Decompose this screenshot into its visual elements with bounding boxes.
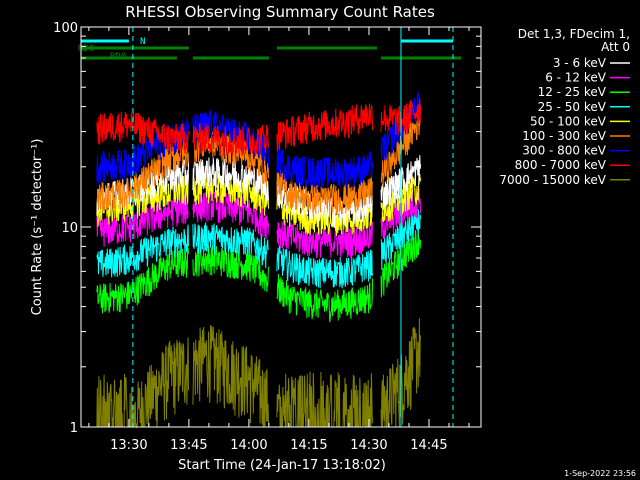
legend-label: 7000 - 15000 keV [499, 173, 606, 187]
legend-label: 800 - 7000 keV [515, 158, 607, 172]
flag-bars: N RD0 RD0 [78, 37, 461, 62]
time-markers [132, 27, 454, 427]
legend-label: 3 - 6 keV [553, 56, 607, 70]
y-axis-label: Count Rate (s⁻¹ detector⁻¹) [30, 139, 45, 316]
flag-label: N [140, 37, 145, 47]
y-tick-label: 10 [61, 221, 78, 236]
x-tick-label: 14:00 [230, 438, 267, 453]
legend-label: 100 - 300 keV [522, 129, 606, 143]
x-tick-label: 13:45 [170, 438, 207, 453]
footer-date: 1-Sep-2022 23:56 [564, 469, 636, 478]
x-tick-label: 14:45 [410, 438, 447, 453]
legend-label: 25 - 50 keV [538, 100, 607, 114]
chart-title: RHESSI Observing Summary Count Rates [125, 3, 435, 21]
legend-label: 300 - 800 keV [522, 144, 606, 158]
series-line-8 [96, 318, 422, 429]
series-line-4 [96, 172, 422, 236]
series-line-2 [96, 228, 422, 323]
legend-header-line-2: Att 0 [601, 40, 630, 54]
y-axis-ticks: 1 10 100 [53, 21, 481, 436]
y-tick-label: 1 [70, 421, 78, 436]
x-axis-ticks: 13:30 13:45 14:00 14:15 14:30 14:45 [88, 27, 470, 453]
series-layer [96, 91, 422, 429]
flag-label: RD0 [78, 44, 94, 54]
series-line-6 [96, 91, 422, 189]
legend-label: 6 - 12 keV [545, 71, 607, 85]
x-tick-label: 14:30 [350, 438, 387, 453]
series-line-0 [96, 155, 422, 229]
series-line-3 [96, 208, 422, 289]
x-tick-label: 14:15 [290, 438, 327, 453]
series-line-7 [96, 98, 422, 157]
legend-label: 12 - 25 keV [538, 85, 607, 99]
flag-label: RD0 [110, 52, 126, 62]
legend-header-line-1: Det 1,3, FDecim 1, [518, 27, 630, 41]
y-tick-label: 100 [53, 21, 78, 36]
x-axis-label: Start Time (24-Jan-17 13:18:02) [178, 458, 386, 473]
legend-label: 50 - 100 keV [530, 114, 607, 128]
x-tick-label: 13:30 [110, 438, 147, 453]
